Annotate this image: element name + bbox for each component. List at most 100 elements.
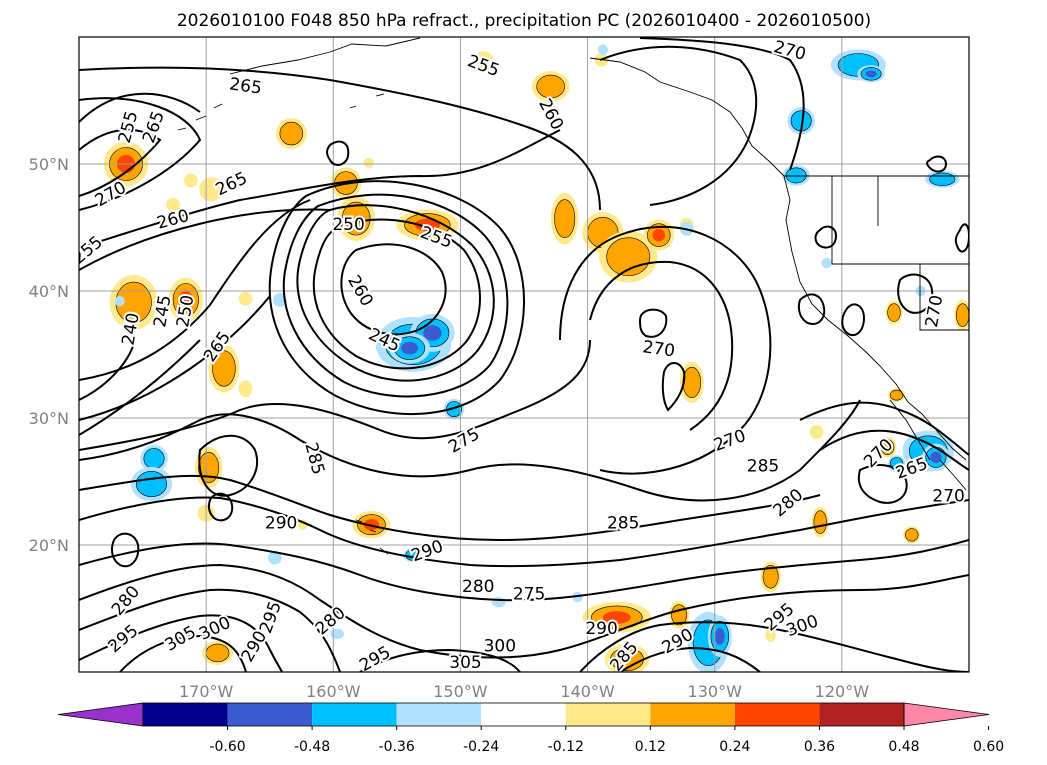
colorbar-segment: [650, 703, 735, 726]
precip-blob: [363, 157, 375, 168]
chart-title: 2026010100 F048 850 hPa refract., precip…: [177, 11, 871, 31]
contour-line: [359, 648, 521, 672]
precip-blob: [925, 170, 960, 188]
precip-blob: [643, 219, 675, 251]
precip-blob: [760, 561, 781, 593]
contour-line: [119, 634, 247, 672]
lat-tick-label: 50°N: [29, 155, 69, 174]
contour-line: [268, 180, 525, 416]
precip-blob: [809, 425, 824, 439]
contour-line: [79, 496, 969, 568]
contour-line: [926, 155, 948, 173]
aleutian-islands: [177, 93, 385, 131]
contour-line: [619, 646, 761, 672]
precip-blob: [531, 71, 570, 102]
precip-blob: [473, 51, 494, 69]
lon-tick-label: 140°W: [560, 682, 615, 701]
contour-line: [589, 260, 734, 431]
axis-tick-labels: 170°W 160°W 150°W 140°W 130°W 120°W 50°N 40°N 30…: [29, 155, 870, 701]
colorbar-tick-label: 0.60: [973, 739, 1004, 755]
contour-line: [79, 563, 969, 659]
contour-line: [282, 193, 509, 398]
colorbar-segment: [565, 703, 651, 726]
precip-blob: [202, 640, 234, 665]
precip-blob: [238, 291, 253, 306]
contour-line: [857, 464, 908, 504]
precip-blob: [388, 332, 431, 364]
colorbar-tick-label: -0.12: [548, 739, 584, 755]
contour-label: 270: [932, 487, 964, 507]
precip-blob: [604, 643, 650, 672]
contour-label: 250: [332, 215, 364, 235]
precip-blob: [396, 209, 459, 241]
precip-blob: [199, 177, 224, 202]
precip-blob: [491, 597, 506, 608]
precip-blob: [597, 44, 608, 55]
lon-tick-label: 170°W: [179, 682, 234, 701]
contour-line: [954, 223, 969, 253]
colorbar-tick-label: -0.60: [209, 739, 245, 755]
precip-blob: [443, 398, 465, 420]
precip-blob: [679, 361, 704, 404]
contour-label: 285: [747, 456, 779, 476]
colorbar-segment: [396, 703, 482, 726]
lat-tick-label: 30°N: [29, 409, 69, 428]
colorbar-tick-label: 0.48: [888, 739, 919, 755]
lat-tick-label: 40°N: [29, 282, 69, 301]
precip-blob: [238, 380, 253, 398]
precip-blob: [857, 65, 885, 83]
precip-blob: [114, 296, 125, 307]
contour-line: [207, 492, 234, 522]
colorbar-segment: [227, 703, 313, 726]
precip-blob: [765, 628, 776, 643]
colorbar-tick-label: 0.12: [635, 739, 666, 755]
colorbar-segment: [734, 703, 820, 726]
colorbar-extend-high: [903, 702, 990, 727]
precip-blob: [352, 510, 391, 539]
colorbar-frame: [142, 702, 905, 727]
contour-line: [198, 434, 258, 497]
contour-line: [797, 293, 826, 326]
precip-blob: [922, 443, 950, 472]
precip-blob: [550, 192, 579, 245]
contour-line: [599, 45, 758, 206]
contour-label: 290: [585, 619, 617, 639]
precip-blob: [885, 300, 903, 325]
colorbar: -0.60 -0.48 -0.36 -0.24 -0.12 0.12 0.24 0.36 0.4…: [57, 702, 1004, 755]
contour-line: [661, 362, 686, 412]
precip-blob: [668, 601, 690, 629]
lon-tick-label: 150°W: [433, 682, 488, 701]
lon-tick-label: 120°W: [815, 682, 870, 701]
alaska-coastline: [229, 37, 967, 461]
contour-line: [814, 225, 838, 249]
contour-line: [638, 308, 668, 338]
contour-line: [79, 66, 601, 211]
colorbar-tick-label: -0.36: [379, 739, 415, 755]
precip-blob: [821, 257, 832, 269]
colorbar-extend-low: [57, 702, 144, 727]
precip-blob: [879, 436, 897, 458]
contour-line: [79, 339, 201, 436]
contour-label: 275: [513, 585, 545, 605]
precip-blob: [109, 274, 158, 330]
precip-blob: [275, 118, 307, 149]
contour-label: 300: [484, 637, 516, 657]
contour-line: [639, 37, 805, 171]
contour-line: [79, 339, 591, 451]
contour-line: [799, 401, 969, 456]
contour-line: [79, 539, 969, 602]
contour-line: [340, 243, 447, 336]
contour-label: 280: [462, 577, 494, 597]
precipitation-layer: [103, 44, 969, 672]
precip-blob: [267, 550, 282, 565]
us-canada-border: [784, 175, 969, 331]
contour-line: [79, 295, 271, 421]
contour-line: [79, 199, 311, 381]
contour-line: [559, 225, 772, 475]
contour-line: [79, 97, 202, 211]
colorbar-tick-label: 0.36: [804, 739, 835, 755]
contour-line: [79, 588, 341, 672]
precip-blob: [903, 526, 921, 544]
